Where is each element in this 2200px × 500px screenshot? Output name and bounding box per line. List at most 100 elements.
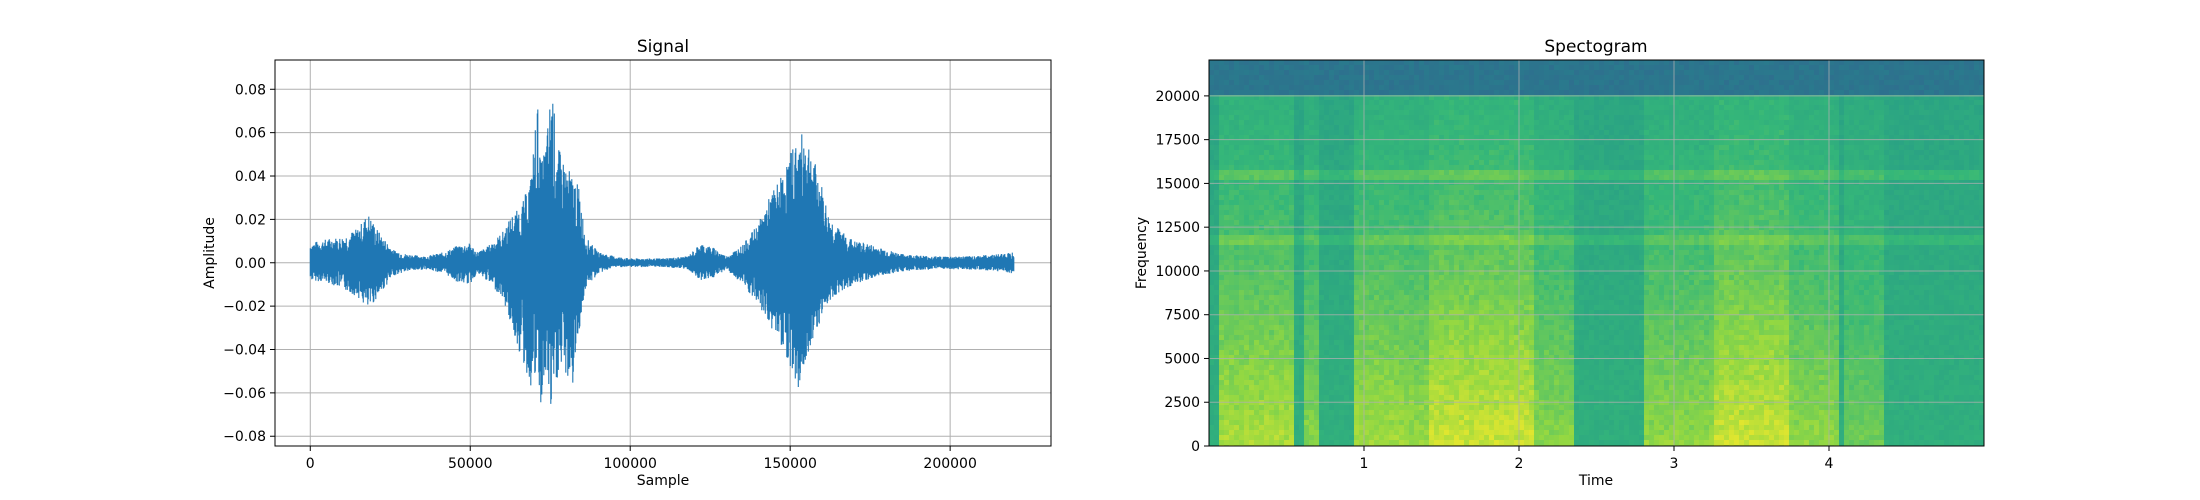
spectrogram-cell (1479, 205, 1485, 211)
spectrogram-cell (1934, 85, 1940, 91)
spectrogram-cell (1879, 110, 1885, 116)
spectrogram-cell (1404, 75, 1410, 81)
spectrogram-cell (1494, 195, 1500, 201)
spectrogram-cell (1694, 195, 1700, 201)
spectrogram-cell (1934, 70, 1940, 76)
spectrogram-cell (1634, 130, 1640, 136)
spectrogram-cell (1669, 70, 1675, 76)
spectrogram-cell (1884, 195, 1890, 201)
spectrogram-cell (1469, 105, 1475, 111)
spectrogram-cell (1904, 80, 1910, 86)
spectrogram-cell (1959, 125, 1965, 131)
spectrogram-cell (1459, 100, 1465, 106)
spectrogram-cell (1594, 195, 1600, 201)
spectrogram-cell (1649, 75, 1655, 81)
spectrogram-cell (1404, 145, 1410, 151)
spectrogram-cell (1434, 95, 1440, 101)
spectrogram-cell (1424, 135, 1430, 141)
spectrogram-cell (1754, 125, 1760, 131)
spectrogram-cell (1894, 180, 1900, 186)
spectrogram-cell (1469, 155, 1475, 161)
spectrogram-cell (1244, 95, 1250, 101)
spectrogram-cell (1689, 200, 1695, 206)
spectrogram-cell (1779, 115, 1785, 121)
spectrogram-cell (1754, 205, 1760, 211)
spectrogram-cell (1334, 165, 1340, 171)
spectrogram-cell (1784, 80, 1790, 86)
spectrogram-cell (1794, 175, 1800, 181)
spectrogram-cell (1304, 140, 1310, 146)
spectrogram-cell (1274, 130, 1280, 136)
spectrogram-cell (1414, 190, 1420, 196)
spectrogram-cell (1839, 190, 1845, 196)
spectrogram-cell (1299, 155, 1305, 161)
spectrogram-cell (1494, 205, 1500, 211)
spectrogram-cell (1634, 170, 1640, 176)
spectrogram-cell (1529, 60, 1535, 66)
spectrogram-cell (1929, 180, 1935, 186)
spectrogram-cell (1889, 95, 1895, 101)
spectrogram-cell (1894, 200, 1900, 206)
spectrogram-cell (1694, 110, 1700, 116)
spectrogram-cell (1249, 70, 1255, 76)
spectrogram-cell (1684, 60, 1690, 66)
spectrogram-cell (1979, 100, 1984, 106)
spectrogram-cell (1474, 120, 1480, 126)
spectrogram-cell (1684, 110, 1690, 116)
spectrogram-cell (1369, 60, 1375, 66)
spectrogram-cell (1534, 95, 1540, 101)
spectrogram-cell (1329, 180, 1335, 186)
spectrogram-cell (1209, 100, 1215, 106)
spectrogram-cell (1389, 150, 1395, 156)
spectrogram-cell (1674, 200, 1680, 206)
spectrogram-cell (1964, 160, 1970, 166)
spectrogram-cell (1304, 205, 1310, 211)
spectrogram-cell (1929, 205, 1935, 211)
spectrogram-cell (1214, 195, 1220, 201)
spectrogram-cell (1814, 120, 1820, 126)
spectrogram-cell (1469, 100, 1475, 106)
spectrogram-cell (1704, 100, 1710, 106)
spectrogram-cell (1659, 85, 1665, 91)
spectrogram-cell (1659, 100, 1665, 106)
spectrogram-cell (1279, 95, 1285, 101)
spectrogram-cell (1379, 205, 1385, 211)
spectrogram-cell (1874, 120, 1880, 126)
spectrogram-cell (1309, 75, 1315, 81)
spectrogram-cell (1959, 165, 1965, 171)
spectrogram-cell (1299, 170, 1305, 176)
spectrogram-cell (1339, 115, 1345, 121)
spectrogram-cell (1899, 150, 1905, 156)
spectrogram-cell (1414, 185, 1420, 191)
spectrogram-cell (1309, 195, 1315, 201)
spectrogram-cell (1289, 90, 1295, 96)
spectrogram-cell (1749, 80, 1755, 86)
spectrogram-cell (1584, 185, 1590, 191)
spectrogram-cell (1949, 180, 1955, 186)
spectrogram-cell (1759, 155, 1765, 161)
spectrogram-cell (1454, 110, 1460, 116)
spectrogram-cell (1649, 170, 1655, 176)
spectrogram-cell (1894, 110, 1900, 116)
spectrogram-cell (1374, 95, 1380, 101)
spectrogram-cell (1409, 150, 1415, 156)
spectrogram-cell (1484, 175, 1490, 181)
spectrogram-cell (1779, 125, 1785, 131)
spectrogram-cell (1729, 65, 1735, 71)
spectrogram-cell (1269, 155, 1275, 161)
spectrogram-cell (1499, 60, 1505, 66)
spectrogram-cell (1754, 170, 1760, 176)
spectrogram-cell (1714, 205, 1720, 211)
spectrogram-cell (1504, 145, 1510, 151)
spectrogram-cell (1629, 135, 1635, 141)
spectrogram-cell (1484, 100, 1490, 106)
spectrogram-cell (1924, 110, 1930, 116)
spectrogram-cell (1364, 185, 1370, 191)
spectrogram-cell (1639, 120, 1645, 126)
spectrogram-cell (1919, 60, 1925, 66)
spectrogram-cell (1824, 210, 1830, 216)
spectrogram-cell (1274, 195, 1280, 201)
spectrogram-cell (1359, 150, 1365, 156)
spectrogram-cell (1744, 75, 1750, 81)
spectrogram-cell (1834, 170, 1840, 176)
